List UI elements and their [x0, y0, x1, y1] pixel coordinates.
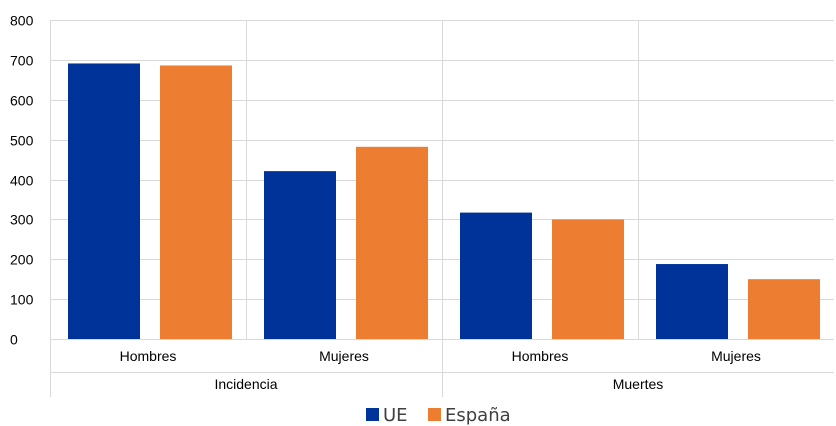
bar — [748, 279, 820, 339]
bar — [460, 212, 532, 339]
legend-label-ue: UE — [383, 405, 408, 426]
x-category-label: Mujeres — [319, 348, 369, 364]
bar — [68, 63, 140, 340]
legend-swatch-ue — [366, 408, 379, 421]
x-category-label: Mujeres — [711, 348, 761, 364]
x-category-label: Hombres — [120, 348, 177, 364]
legend-swatch-espana — [428, 408, 441, 421]
y-tick-label: 500 — [10, 133, 34, 149]
bar — [656, 264, 728, 339]
y-tick-label: 800 — [10, 13, 34, 29]
y-tick-label: 400 — [10, 173, 34, 189]
y-tick-label: 100 — [10, 292, 34, 308]
legend-label-espana: España — [445, 405, 511, 426]
x-category-label: Hombres — [512, 348, 569, 364]
bar — [356, 146, 428, 339]
legend: UE España — [366, 405, 511, 426]
y-tick-label: 0 — [10, 332, 18, 348]
y-axis: 0 100 200 300 400 500 600 700 800 — [10, 13, 51, 397]
y-tick-label: 700 — [10, 53, 34, 69]
x-group-label: Muertes — [613, 376, 664, 392]
x-group-label: Incidencia — [214, 376, 277, 392]
bar — [552, 219, 624, 339]
y-tick-label: 600 — [10, 93, 34, 109]
bar — [160, 65, 232, 340]
y-tick-label: 200 — [10, 252, 34, 268]
x-axis: Hombres Mujeres Hombres Mujeres Incidencia Mu… — [50, 339, 834, 397]
y-tick-label: 300 — [10, 212, 34, 228]
bar — [264, 171, 336, 339]
bars — [68, 63, 820, 340]
